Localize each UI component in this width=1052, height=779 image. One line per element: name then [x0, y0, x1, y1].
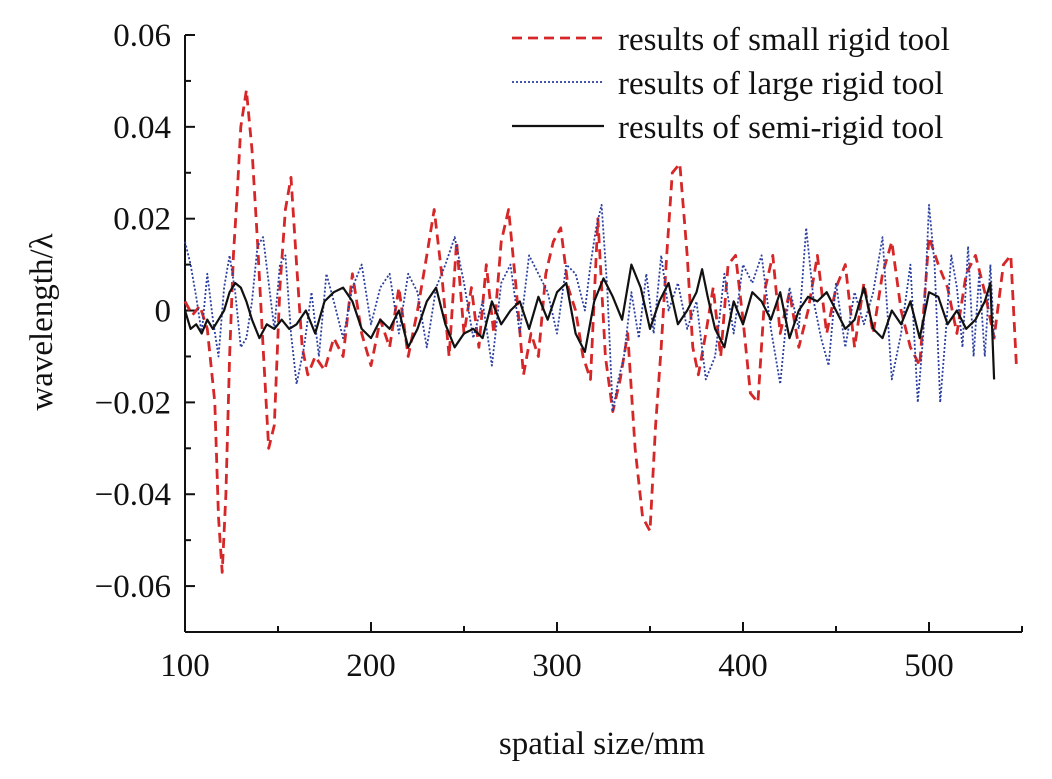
series-line-1: [183, 88, 1018, 574]
y-tick-label: 0.02: [113, 202, 171, 238]
series-layer: [183, 88, 1018, 574]
x-tick-label: 400: [718, 648, 768, 684]
x-tick-label: 300: [532, 648, 582, 684]
y-tick-label: −0.02: [95, 385, 171, 421]
x-tick-label: 100: [160, 648, 210, 684]
axes-layer: 100 200 300 400 500 0.06 0.04 0.02 0 −0.02 −0.04 −0…: [95, 18, 1023, 684]
series-line-3: [183, 263, 996, 380]
legend-layer: results of small rigid tool results of la…: [512, 22, 950, 146]
y-tick-label: 0.04: [113, 110, 171, 146]
y-tick-label: −0.04: [95, 477, 171, 513]
y-tick-label: 0.06: [113, 18, 171, 54]
y-tick-label: −0.06: [95, 569, 171, 605]
legend-label-2: results of large rigid tool: [618, 66, 944, 102]
y-tick-label: 0: [155, 294, 172, 330]
legend-label-3: results of semi-rigid tool: [618, 110, 943, 146]
series-line-2: [184, 203, 995, 413]
y-axis-label: wavelength/λ: [24, 233, 60, 410]
x-tick-label: 200: [346, 648, 396, 684]
x-axis-label: spatial size/mm: [499, 726, 706, 762]
legend-label-1: results of small rigid tool: [618, 22, 950, 58]
x-tick-label: 500: [904, 648, 954, 684]
